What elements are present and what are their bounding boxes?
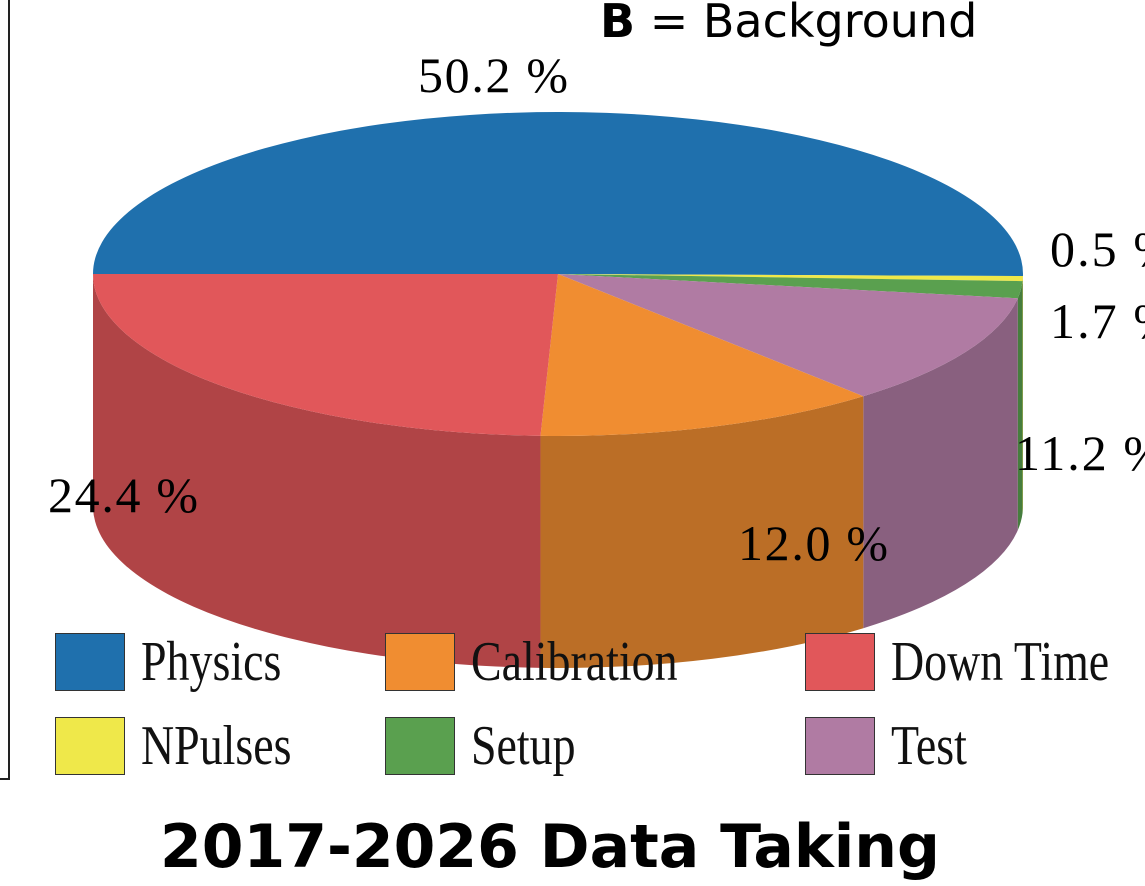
legend-item-test: Test xyxy=(805,714,984,778)
slice-test xyxy=(558,274,1018,397)
slice-label-physics: 50.2 % xyxy=(418,47,568,103)
legend-label-npulses: NPulses xyxy=(141,715,292,777)
legend-swatch-calibration xyxy=(385,633,455,691)
legend-swatch-npulses xyxy=(55,717,125,775)
legend: Physics Calibration Down Time NPulses Se… xyxy=(55,630,1145,780)
legend-swatch-down-time xyxy=(805,633,875,691)
legend-label-down-time: Down Time xyxy=(891,631,1110,693)
legend-swatch-test xyxy=(805,717,875,775)
frame-border-left xyxy=(8,0,10,780)
slice-label-npulses: 0.5 % xyxy=(1050,221,1145,277)
slice-side-setup xyxy=(1017,281,1023,531)
slice-side-test xyxy=(863,298,1018,629)
slice-setup xyxy=(558,274,1023,299)
slice-npulses xyxy=(558,274,1023,282)
legend-item-down-time: Down Time xyxy=(805,630,1145,694)
slice-side-calibration xyxy=(540,396,864,668)
background-note: B = Background xyxy=(600,0,977,48)
legend-label-test: Test xyxy=(891,715,967,777)
legend-item-physics: Physics xyxy=(55,630,312,694)
slice-calibration xyxy=(540,274,864,436)
legend-label-physics: Physics xyxy=(141,631,282,693)
legend-label-calibration: Calibration xyxy=(471,631,678,693)
footer-title: 2017-2026 Data Taking xyxy=(160,812,940,882)
slice-physics xyxy=(93,112,1023,277)
legend-item-npulses: NPulses xyxy=(55,714,325,778)
frame-border-bottom xyxy=(0,778,10,780)
slice-label-setup: 1.7 % xyxy=(1050,293,1145,349)
legend-item-setup: Setup xyxy=(385,714,599,778)
legend-swatch-physics xyxy=(55,633,125,691)
background-note-bold: B xyxy=(600,0,636,48)
legend-swatch-setup xyxy=(385,717,455,775)
slice-label-calibration: 12.0 % xyxy=(738,515,888,571)
background-note-text: = Background xyxy=(649,0,978,48)
slice-side-down-time xyxy=(93,274,541,668)
slice-down-time xyxy=(93,274,558,436)
legend-item-calibration: Calibration xyxy=(385,630,723,694)
slice-label-test: 11.2 % xyxy=(1015,425,1145,481)
pie-sides xyxy=(93,274,1023,668)
legend-label-setup: Setup xyxy=(471,715,576,777)
pie-tops xyxy=(93,112,1023,436)
slice-label-down-time: 24.4 % xyxy=(48,467,198,523)
